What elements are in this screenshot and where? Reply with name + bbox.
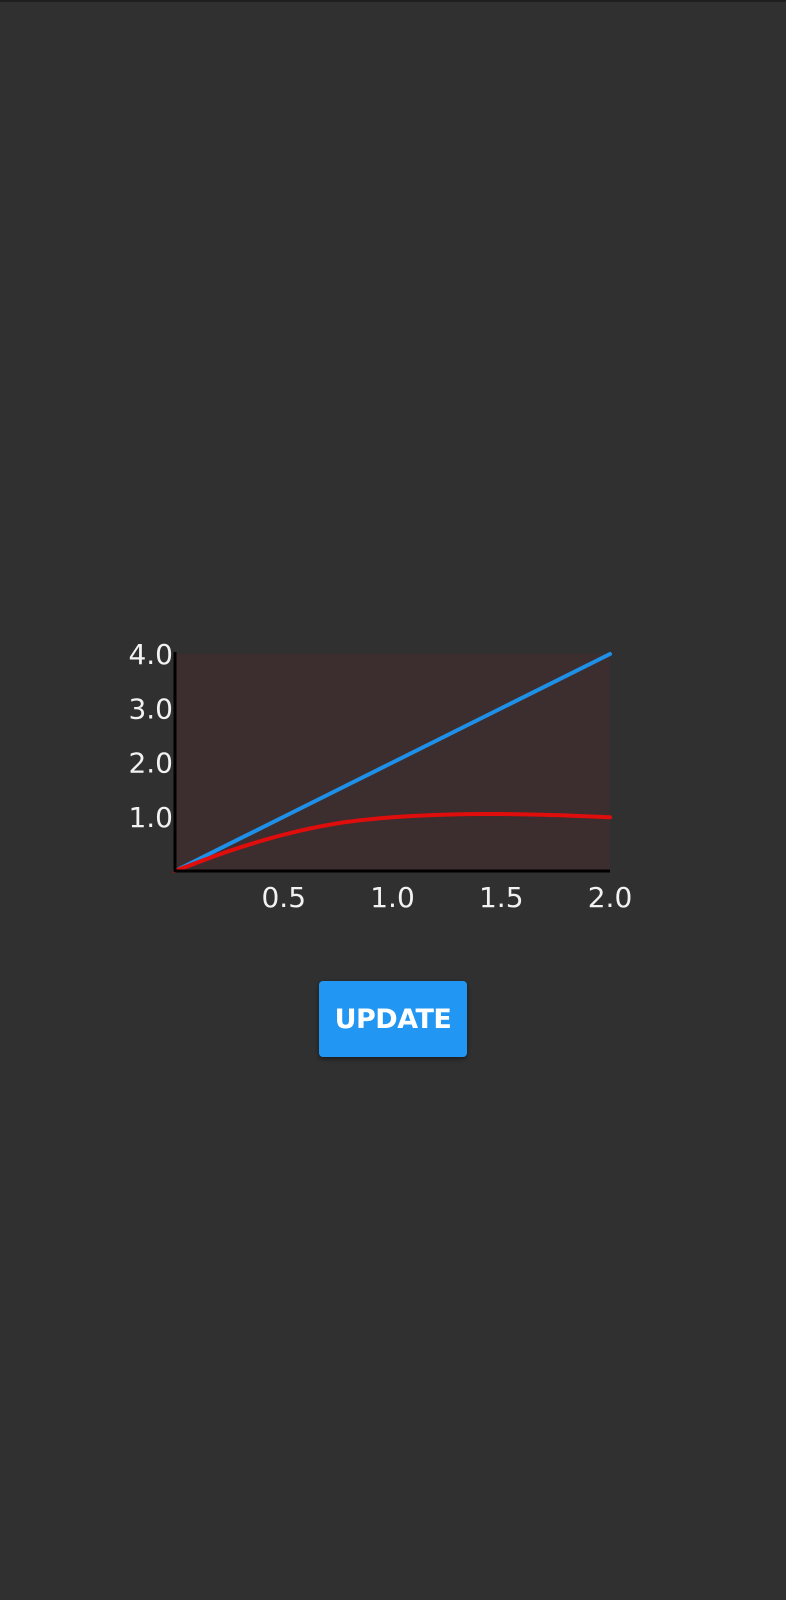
x-tick-label: 2.0 <box>588 881 633 914</box>
line-chart: 0.5 1.0 1.5 2.0 1.0 2.0 3.0 4.0 <box>128 638 632 914</box>
chart-svg: 0.5 1.0 1.5 2.0 1.0 2.0 3.0 4.0 <box>128 638 632 914</box>
y-tick-label: 2.0 <box>128 747 173 780</box>
y-tick-label: 3.0 <box>128 692 173 725</box>
x-tick-label: 1.0 <box>370 881 415 914</box>
series-line-2 <box>173 812 612 873</box>
x-tick-label: 0.5 <box>261 881 306 914</box>
x-tick-label: 1.5 <box>479 881 524 914</box>
tick-labels: 0.5 1.0 1.5 2.0 1.0 2.0 3.0 4.0 <box>128 638 632 914</box>
window-top-edge <box>0 0 786 2</box>
series-line-1 <box>173 652 612 873</box>
update-button[interactable]: UPDATE <box>319 981 467 1057</box>
y-tick-label: 1.0 <box>128 801 173 834</box>
y-tick-label: 4.0 <box>128 638 173 671</box>
series-layer <box>173 652 612 873</box>
